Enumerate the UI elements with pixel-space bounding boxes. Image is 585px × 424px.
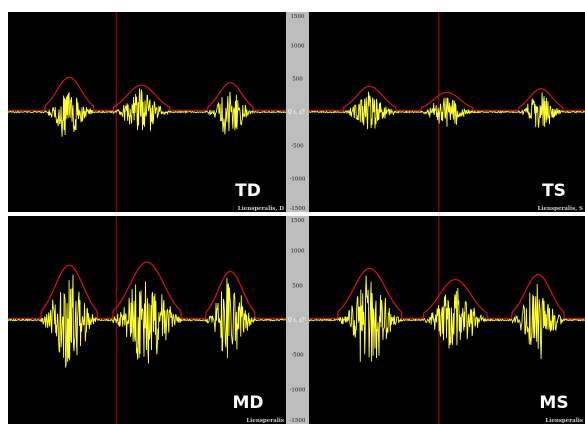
muscle-label: Liensperalis, S xyxy=(538,206,583,212)
y-tick-label: 0 xyxy=(296,318,300,324)
muscle-label: Liensperalis, D xyxy=(238,206,284,212)
muscle-label: Liensperalis xyxy=(545,418,583,424)
y-tick-label: -1000 xyxy=(290,177,306,183)
panel-ts: TS Liensperalis, S xyxy=(308,12,585,212)
y-tick-label: -1000 xyxy=(290,387,306,393)
unit-label: 0 uu? xyxy=(288,109,305,116)
panel-label: TD xyxy=(235,181,261,201)
row-divider xyxy=(0,212,585,216)
panel-label: TS xyxy=(542,181,566,201)
unit-label: 0 uu? xyxy=(288,317,305,324)
y-tick-label: 1500 xyxy=(291,14,305,20)
y-tick-label: 500 xyxy=(292,77,303,83)
envelope-line xyxy=(8,261,286,319)
emg-signal-line xyxy=(7,274,287,368)
y-tick-label: -500 xyxy=(291,353,304,359)
envelope-line xyxy=(8,76,286,111)
y-tick-label: -500 xyxy=(291,143,304,149)
muscle-label: Liensperalis xyxy=(246,418,284,424)
y-tick-label: -1500 xyxy=(290,418,306,424)
y-tick-label: 1500 xyxy=(291,218,305,224)
panel-md: 1500 1000 500 0 -500 -1000 -1500 0 uu? MD Lienspe… xyxy=(7,216,306,424)
emg-signal-line xyxy=(7,88,287,137)
y-tick-label: 500 xyxy=(292,283,303,289)
y-tick-label: 1000 xyxy=(291,43,305,49)
panel-ms: MS Liensperalis xyxy=(308,216,585,424)
envelope-line xyxy=(309,267,585,319)
panel-td: 1500 1000 500 0 -500 -1000 -1500 0 uu? TD Lienspe… xyxy=(7,12,306,212)
y-tick-label: -1500 xyxy=(290,206,306,212)
emg-signal-line xyxy=(308,91,585,130)
panel-label: MS xyxy=(539,393,568,413)
panel-label: MD xyxy=(232,393,263,413)
envelope-line xyxy=(309,85,585,111)
y-axis-strip xyxy=(286,12,309,424)
y-tick-label: 0 xyxy=(296,110,300,116)
emg-signal-line xyxy=(308,275,585,362)
y-tick-label: 1000 xyxy=(291,249,305,255)
